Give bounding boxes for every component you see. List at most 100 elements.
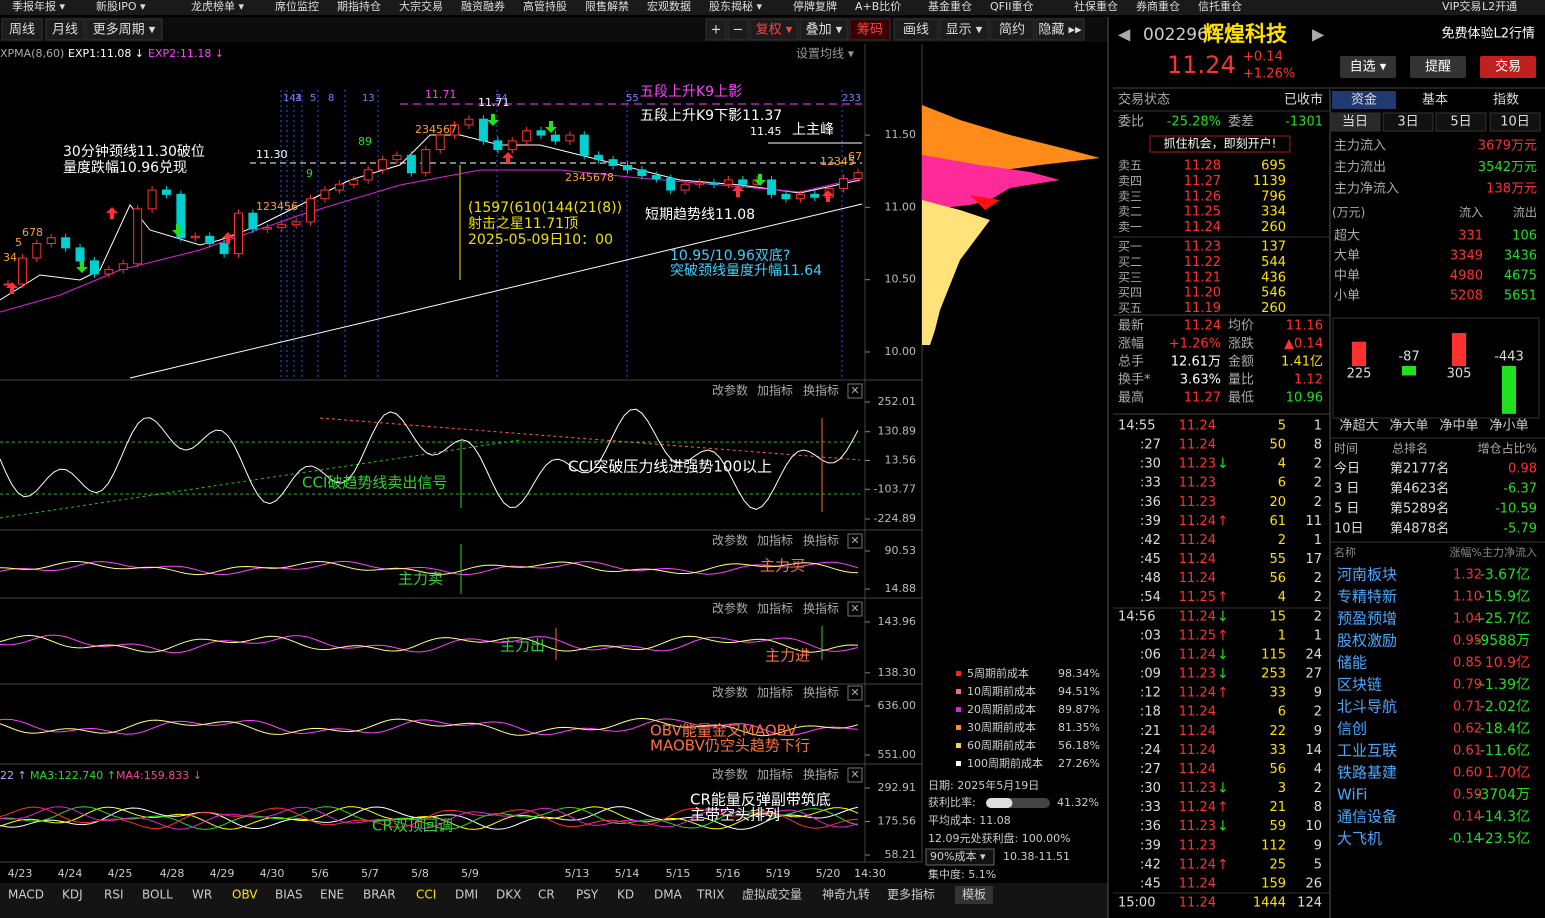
menu-item[interactable]: 席位监控 xyxy=(275,0,319,13)
panel-button[interactable]: 加指标 xyxy=(757,767,793,782)
panel-button[interactable]: 换指标 xyxy=(803,685,839,700)
sector-name[interactable]: 储能 xyxy=(1337,654,1367,672)
sector-name[interactable]: 通信设备 xyxy=(1337,808,1397,826)
toolbar-button[interactable]: 显示 ▾ xyxy=(946,23,983,38)
toolbar-button[interactable]: 复权 ▾ xyxy=(756,22,793,38)
menu-item[interactable]: 宏观数据 xyxy=(647,0,691,13)
indicator-tab[interactable]: WR xyxy=(192,888,212,902)
panel-button[interactable]: 改参数 xyxy=(712,533,748,548)
indicator-tab[interactable]: KDJ xyxy=(62,888,83,902)
fund-tab[interactable]: 指数 xyxy=(1493,93,1519,108)
indicator-tab[interactable]: CCI xyxy=(416,888,436,902)
panel-button[interactable]: 加指标 xyxy=(757,685,793,700)
menu-item[interactable]: 信托重仓 xyxy=(1198,0,1242,13)
indicator-tab[interactable]: 更多指标 xyxy=(887,887,935,902)
indicator-tab[interactable]: DKX xyxy=(496,888,521,902)
menu-item[interactable]: 券商重仓 xyxy=(1136,0,1180,13)
label[interactable]: 免费体验L2行情 xyxy=(1441,26,1535,42)
menu-item[interactable]: 停牌复牌 xyxy=(793,0,837,13)
indicator-tab[interactable]: DMI xyxy=(455,888,478,902)
period-tab[interactable]: 当日 xyxy=(1342,115,1368,130)
panel-button[interactable]: 改参数 xyxy=(712,601,748,616)
panel-button[interactable]: ✕ xyxy=(850,384,859,397)
menu-item[interactable]: 社保重仓 xyxy=(1074,0,1118,13)
sector-name[interactable]: WiFi xyxy=(1337,786,1367,804)
sector-name[interactable]: 专精特新 xyxy=(1337,588,1397,606)
menu-item[interactable]: VIP交易 xyxy=(1442,0,1481,13)
menu-item[interactable]: 基金重仓 xyxy=(928,0,972,13)
sector-name[interactable]: 信创 xyxy=(1337,720,1367,738)
panel-button[interactable]: 加指标 xyxy=(757,533,793,548)
label[interactable]: 抓住机会，即刻开户! xyxy=(1164,136,1277,151)
toolbar-button[interactable]: 更多周期 ▾ xyxy=(93,22,156,38)
panel-button[interactable]: 加指标 xyxy=(757,601,793,616)
menu-item[interactable]: L2开通 xyxy=(1482,0,1517,13)
fund-tab[interactable]: 基本 xyxy=(1422,93,1448,108)
action-button[interactable]: 交易 xyxy=(1495,59,1521,75)
indicator-tab[interactable]: BOLL xyxy=(142,888,173,902)
label[interactable]: 90%成本 ▾ xyxy=(930,849,986,863)
panel-button[interactable]: 换指标 xyxy=(803,383,839,398)
indicator-tab[interactable]: PSY xyxy=(576,888,599,902)
sector-name[interactable]: 股权激励 xyxy=(1337,632,1397,650)
panel-button[interactable]: 换指标 xyxy=(803,767,839,782)
menu-item[interactable]: QFII重仓 xyxy=(990,0,1033,13)
panel-button[interactable]: ✕ xyxy=(850,602,859,615)
menu-item[interactable]: 季报年报 ▾ xyxy=(12,0,65,13)
menu-item[interactable]: 限售解禁 xyxy=(585,0,629,13)
toolbar-button[interactable]: 画线 xyxy=(903,23,929,38)
sector-name[interactable]: 河南板块 xyxy=(1337,566,1397,584)
menu-item[interactable]: 大宗交易 xyxy=(399,0,443,13)
menu-item[interactable]: 龙虎榜单 ▾ xyxy=(191,0,244,13)
indicator-tab[interactable]: BIAS xyxy=(275,888,303,902)
toolbar-button[interactable]: 周线 xyxy=(9,23,35,38)
panel-button[interactable]: 改参数 xyxy=(712,383,748,398)
indicator-tab[interactable]: BRAR xyxy=(363,888,396,902)
toolbar-button[interactable]: 筹码 xyxy=(857,22,883,38)
toolbar-button[interactable]: 简约 xyxy=(999,22,1025,38)
indicator-tab[interactable]: TRIX xyxy=(696,888,724,902)
panel-button[interactable]: 改参数 xyxy=(712,767,748,782)
indicator-tab[interactable]: KD xyxy=(617,888,634,902)
menu-item[interactable]: A+B比价 xyxy=(855,0,901,13)
menu-item[interactable]: 高管持股 xyxy=(523,0,567,13)
indicator-tab[interactable]: OBV xyxy=(232,888,258,902)
action-button[interactable]: 提醒 xyxy=(1425,59,1451,75)
panel-button[interactable]: 改参数 xyxy=(712,685,748,700)
panel-button[interactable]: 加指标 xyxy=(757,383,793,398)
toolbar-button[interactable]: 月线 xyxy=(52,23,78,38)
period-tab[interactable]: 5日 xyxy=(1450,115,1471,130)
panel-button[interactable]: ✕ xyxy=(850,768,859,781)
indicator-tab[interactable]: ENE xyxy=(320,888,344,902)
period-tab[interactable]: 10日 xyxy=(1500,115,1530,130)
sector-name[interactable]: 区块链 xyxy=(1337,676,1382,694)
indicator-tab[interactable]: MACD xyxy=(8,888,44,902)
action-button[interactable]: 自选 ▾ xyxy=(1350,60,1387,75)
fund-tab[interactable]: 资金 xyxy=(1351,92,1377,108)
indicator-tab[interactable]: 模板 xyxy=(962,888,986,902)
panel-button[interactable]: ✕ xyxy=(850,686,859,699)
menu-item[interactable]: 新股IPO ▾ xyxy=(96,0,146,13)
sector-name[interactable]: 大飞机 xyxy=(1337,830,1382,848)
indicator-tab[interactable]: 神奇九转 xyxy=(822,887,870,902)
sector-name[interactable]: 工业互联 xyxy=(1337,742,1397,760)
toolbar-button[interactable]: + xyxy=(711,23,722,38)
sector-name[interactable]: 铁路基建 xyxy=(1337,764,1397,782)
indicator-tab[interactable]: 虚拟成交量 xyxy=(742,887,802,902)
indicator-tab[interactable]: DMA xyxy=(654,888,683,902)
menu-item[interactable]: 融资融券 xyxy=(461,0,505,13)
toolbar-button[interactable]: 叠加 ▾ xyxy=(806,23,843,38)
panel-button[interactable]: 换指标 xyxy=(803,533,839,548)
toolbar-button[interactable]: − xyxy=(733,23,744,38)
menu-item[interactable]: 期指持仓 xyxy=(337,0,381,13)
indicator-tab[interactable]: RSI xyxy=(104,888,124,902)
menu-item[interactable]: 股东揭秘 ▾ xyxy=(709,0,762,13)
period-tab[interactable]: 3日 xyxy=(1397,115,1418,130)
indicator-tab[interactable]: CR xyxy=(538,888,555,902)
toolbar-button[interactable]: 隐藏 ▸▸ xyxy=(1038,23,1082,38)
sector-name[interactable]: 北斗导航 xyxy=(1337,698,1397,716)
sector-name[interactable]: 预盈预增 xyxy=(1337,610,1397,628)
panel-button[interactable]: 换指标 xyxy=(803,601,839,616)
ma-setting[interactable]: 设置均线 ▾ xyxy=(796,47,854,61)
panel-button[interactable]: ✕ xyxy=(850,534,859,547)
